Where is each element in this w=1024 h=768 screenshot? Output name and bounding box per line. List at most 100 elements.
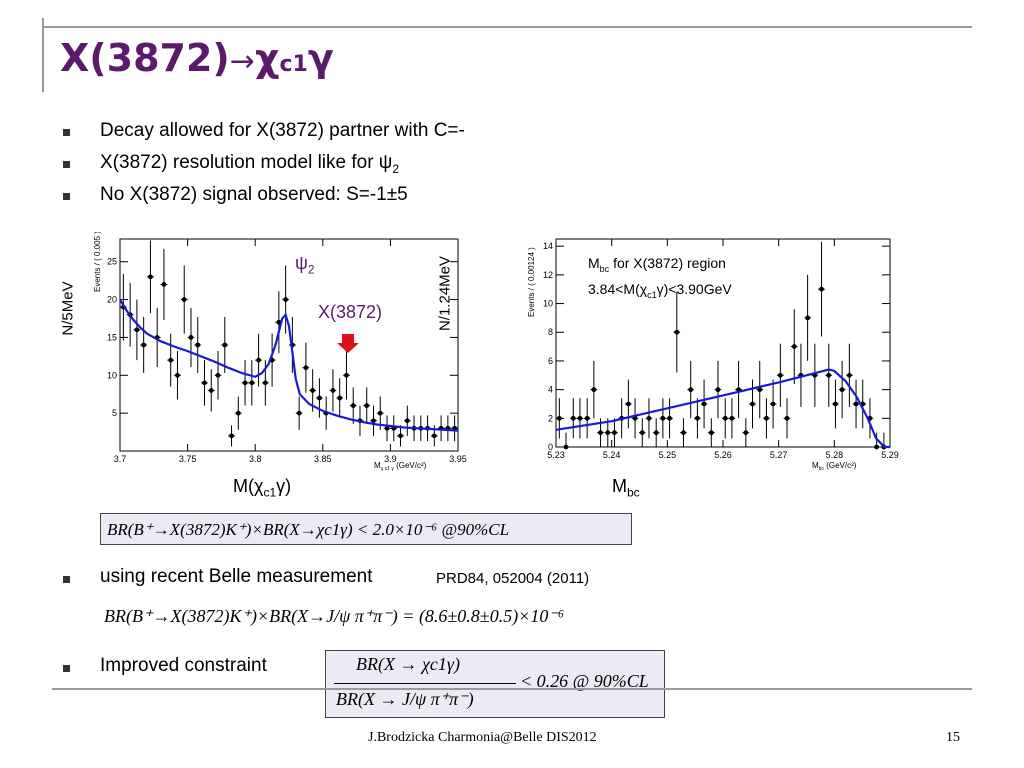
left-data-point	[195, 342, 201, 348]
right-data-point	[556, 415, 562, 421]
left-data-point	[337, 395, 343, 401]
right-xlabel-main: M	[612, 476, 627, 496]
left-data-point	[242, 380, 248, 386]
right-xtick-label: 5.27	[770, 450, 788, 460]
left-data-point	[310, 388, 316, 393]
right-ytick-label: 6	[548, 356, 553, 366]
left-data-point	[256, 357, 261, 363]
right-xtick-label: 5.29	[881, 450, 899, 460]
slide-title: X(3872)→χc1γ	[60, 36, 334, 80]
left-xlabel-b: γ)	[276, 476, 292, 496]
right-data-point	[819, 286, 824, 292]
left-data-point	[377, 410, 383, 416]
psi2-label: ψ2	[295, 253, 315, 277]
left-data-point	[330, 388, 336, 393]
left-ytick-label: 20	[107, 295, 117, 305]
left-data-point	[371, 418, 376, 424]
right-data-point	[770, 401, 776, 407]
left-data-point	[235, 410, 241, 416]
left-data-point	[303, 365, 309, 371]
left-data-point	[148, 274, 153, 280]
right-data-point	[591, 387, 597, 393]
left-data-point	[134, 327, 140, 333]
right-data-point	[605, 430, 611, 436]
title-gamma: γ	[307, 36, 334, 80]
left-xtick-label: 3.7	[114, 454, 127, 464]
psi2-label-main: ψ	[295, 253, 308, 273]
right-ytick-label: 10	[543, 299, 553, 309]
left-data-point	[181, 297, 187, 302]
left-ytick-label: 25	[107, 257, 117, 267]
right-data-point	[563, 444, 569, 450]
left-data-point	[317, 395, 322, 401]
note2-b: γ)<3.90GeV	[656, 281, 732, 297]
right-data-point	[577, 415, 583, 421]
left-data-point	[283, 297, 289, 302]
upper-limit-formula: BR(B⁺→X(3872)K⁺)×BR(X→χc1γ) < 2.0×10⁻⁶ @…	[100, 513, 632, 545]
left-rule	[42, 18, 44, 92]
ratio-limit: < 0.26 @ 90%CL	[520, 671, 649, 691]
left-data-point	[215, 372, 221, 378]
right-data-point	[598, 430, 603, 436]
right-ytick-label: 0	[548, 442, 553, 452]
left-plot-ylabel: N/5MeV	[59, 281, 77, 336]
note2-sub: c1	[647, 289, 657, 300]
left-data-point	[229, 433, 234, 439]
right-ytick-label: 8	[548, 327, 553, 337]
bullet-marker	[63, 576, 70, 583]
right-data-point	[708, 430, 714, 436]
psi2-label-sub: 2	[307, 262, 315, 277]
right-data-point	[743, 430, 749, 436]
right-data-point	[694, 415, 700, 421]
right-ytick-label: 12	[543, 270, 553, 280]
right-data-point	[674, 329, 680, 335]
left-data-point	[431, 433, 437, 439]
bullet-text-2: X(3872) resolution model like for ψ2	[100, 152, 399, 176]
right-data-point	[584, 415, 590, 421]
right-plot-note-line2: 3.84<M(χc1γ)<3.90GeV	[588, 281, 732, 300]
ratio-denominator: BR(X → J/ψ π⁺π⁻)	[336, 689, 474, 709]
right-fit-curve	[555, 368, 890, 449]
right-data-point	[805, 315, 811, 321]
right-data-point	[722, 415, 728, 421]
page-number: 15	[946, 730, 960, 745]
right-data-point	[750, 401, 755, 407]
title-sub: c1	[279, 52, 308, 77]
right-ytick-label: 4	[548, 385, 553, 395]
right-data-point	[833, 401, 838, 407]
bullet-marker	[63, 129, 70, 136]
bullet-text-3: No X(3872) signal observed: S=-1±5	[100, 184, 408, 205]
left-data-point	[161, 282, 167, 287]
left-data-point	[344, 372, 349, 378]
right-data-point	[625, 401, 631, 407]
right-data-point	[612, 430, 617, 436]
right-xlabel-sub: bc	[627, 485, 640, 500]
left-xtick-label: 3.75	[179, 454, 197, 464]
left-data-point	[350, 403, 356, 408]
top-rule	[42, 26, 972, 28]
left-data-point	[188, 335, 194, 340]
right-inner-xlabel: Mbc (GeV/c²)	[812, 461, 857, 472]
improved-constraint-text: Improved constraint	[100, 655, 267, 676]
left-data-point	[398, 433, 403, 439]
left-inner-xlabel: Mχ c1 γ (GeV/c²)	[374, 461, 427, 472]
x3872-label: X(3872)	[318, 302, 383, 322]
right-data-point	[757, 387, 763, 393]
right-data-point	[777, 372, 783, 378]
left-ytick-label: 10	[107, 370, 117, 380]
left-data-point	[208, 388, 214, 393]
right-ytick-label: 2	[548, 413, 553, 423]
ratio-formula-box: BR(X → χc1γ) BR(X → J/ψ π⁺π⁻) < 0.26 @ 9…	[325, 650, 665, 718]
right-data-point	[660, 415, 666, 421]
left-xlabel-a: M(χ	[233, 476, 264, 496]
left-xtick-label: 3.9	[384, 454, 397, 464]
right-xtick-label: 5.28	[826, 450, 844, 460]
right-data-point	[764, 415, 769, 421]
right-plot-xlabel: Mbc	[612, 476, 640, 500]
reference-citation: PRD84, 052004 (2011)	[436, 570, 590, 587]
right-data-point	[826, 372, 832, 378]
right-inner-ylabel: Events / ( 0.00124 )	[527, 247, 536, 317]
left-data-point	[296, 410, 302, 416]
ratio-numerator: BR(X → χc1γ)	[356, 654, 460, 674]
left-data-point	[141, 342, 147, 348]
